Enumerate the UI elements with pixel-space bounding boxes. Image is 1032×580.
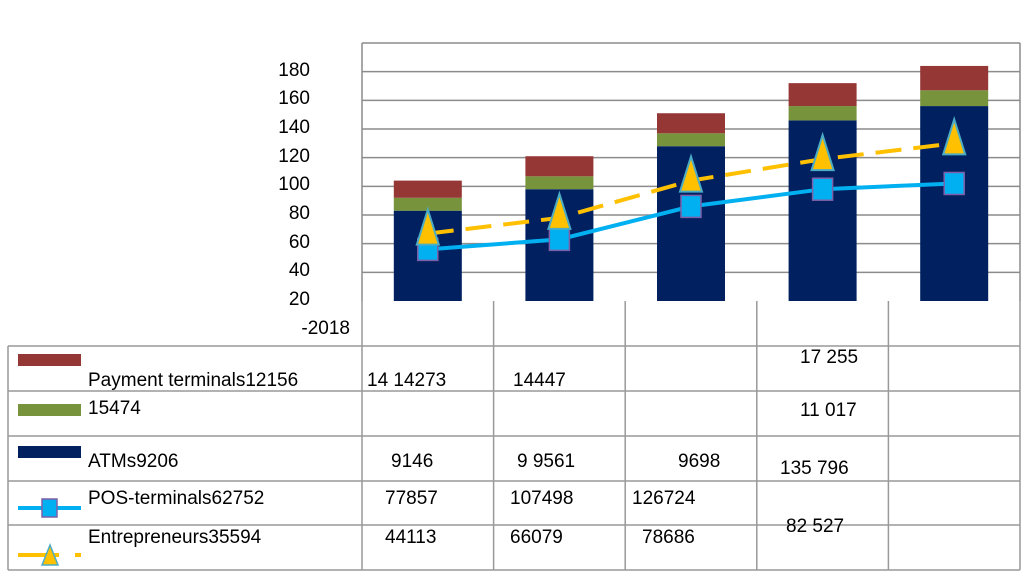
triangle-marker <box>678 153 704 193</box>
square-marker <box>943 171 965 196</box>
table-cell: 9146 <box>391 451 434 472</box>
bar-payment-terminals12156 <box>393 180 462 198</box>
table-cell: 14 14273 <box>367 370 447 391</box>
table-cell: 126724 <box>632 488 696 509</box>
table-cell: 82 527 <box>786 516 845 537</box>
table-cell: 14447 <box>513 370 566 391</box>
legend-label: POS-terminals62752 <box>88 488 265 509</box>
legend-label: 15474 <box>88 398 141 419</box>
table-cell: 44113 <box>385 527 437 548</box>
y-tick-label: 80 <box>288 203 310 224</box>
y-tick-label: 120 <box>278 145 310 167</box>
legend-label: Payment terminals12156 <box>88 370 299 391</box>
y-tick-label: 180 <box>278 59 310 81</box>
y-tick-label: 20 <box>288 289 310 310</box>
bar-15474 <box>525 176 594 190</box>
table-cell: 17 255 <box>800 347 859 368</box>
table-cell: 66079 <box>510 527 563 548</box>
square-marker <box>811 177 834 201</box>
triangle-marker <box>415 206 441 246</box>
bar-payment-terminals12156 <box>525 156 594 177</box>
legend-key-payment-terminals12156 <box>18 354 81 366</box>
table-cell: 9698 <box>678 451 721 472</box>
legend-key-15474 <box>18 404 81 416</box>
bar-payment-terminals12156 <box>788 83 857 107</box>
y-tick-label: 140 <box>278 117 310 138</box>
bar-15474 <box>788 106 857 121</box>
y-tick-label: 40 <box>288 260 310 282</box>
bar-15474 <box>657 133 725 147</box>
bar-payment-terminals12156 <box>657 113 725 134</box>
legend-square-marker <box>41 498 58 518</box>
y-tick-label: 160 <box>278 88 310 110</box>
triangle-marker <box>941 115 967 156</box>
triangle-marker <box>810 131 835 172</box>
triangle-marker <box>547 190 572 230</box>
square-marker <box>680 194 702 219</box>
table-cell: 77857 <box>385 488 438 509</box>
y-tick-label: 60 <box>288 231 310 253</box>
table-cell: 78686 <box>642 527 695 548</box>
y-tick-label: 100 <box>278 174 310 196</box>
bar-15474 <box>393 197 462 211</box>
category-label: -2018 <box>301 318 350 339</box>
legend-key-atms9206 <box>18 446 81 458</box>
square-marker <box>548 227 571 252</box>
table-cell: 11 017 <box>800 400 857 421</box>
legend-triangle-marker <box>40 542 60 566</box>
table-cell: 9 9561 <box>517 451 576 472</box>
table-cell: 135 796 <box>780 458 849 479</box>
bar-payment-terminals12156 <box>920 65 989 91</box>
table-cell: 107498 <box>510 488 574 509</box>
bar-15474 <box>920 90 989 107</box>
legend-label: ATMs9206 <box>88 451 179 472</box>
legend-label: Entrepreneurs35594 <box>88 527 262 548</box>
